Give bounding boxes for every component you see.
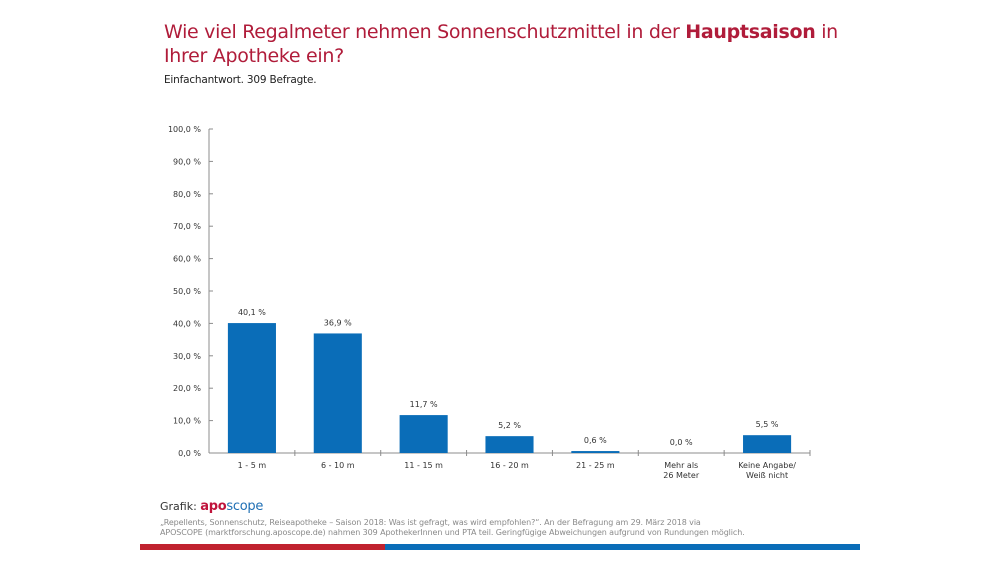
- x-tick-label: Keine Angabe/: [738, 461, 796, 470]
- y-tick-label: 90,0 %: [173, 157, 201, 166]
- x-tick-label: 16 - 20 m: [490, 461, 529, 470]
- data-label: 5,2 %: [498, 421, 521, 430]
- y-tick-label: 80,0 %: [173, 190, 201, 199]
- x-tick-label: 21 - 25 m: [576, 461, 615, 470]
- y-tick-label: 60,0 %: [173, 255, 201, 264]
- bar: [313, 333, 362, 453]
- y-tick-label: 30,0 %: [173, 352, 201, 361]
- aposcope-logo-part1: apo: [200, 499, 227, 514]
- data-label: 0,6 %: [584, 436, 607, 445]
- bar: [227, 323, 276, 453]
- x-tick-label: 6 - 10 m: [321, 461, 355, 470]
- footer-bar-blue: [385, 544, 860, 550]
- y-tick-label: 100,0 %: [168, 125, 201, 134]
- data-label: 40,1 %: [238, 308, 266, 317]
- title-emphasis: Hauptsaison: [685, 21, 816, 43]
- x-tick-label: 26 Meter: [663, 471, 700, 480]
- data-label: 11,7 %: [410, 400, 438, 409]
- source-note: „Repellents, Sonnenschutz, Reiseapotheke…: [160, 518, 860, 538]
- y-tick-label: 70,0 %: [173, 222, 201, 231]
- bar: [743, 435, 792, 453]
- chart-title: Wie viel Regalmeter nehmen Sonnenschutzm…: [164, 20, 844, 68]
- source-line-2: APOSCOPE (marktforschung.aposcope.de) na…: [160, 528, 745, 537]
- source-line-1: „Repellents, Sonnenschutz, Reiseapotheke…: [160, 518, 701, 527]
- y-tick-label: 20,0 %: [173, 384, 201, 393]
- x-tick-label: 11 - 15 m: [404, 461, 443, 470]
- credit-label: Grafik:: [160, 500, 197, 513]
- bar: [571, 451, 620, 453]
- bar-chart: 0,0 % 10,0 % 20,0 % 30,0 % 40,0 % 50,0 % 60,0 …: [168, 125, 811, 480]
- footer-bar-red: [140, 544, 385, 550]
- data-label: 5,5 %: [756, 420, 779, 429]
- data-label: 36,9 %: [324, 318, 352, 327]
- y-tick-label: 40,0 %: [173, 319, 201, 328]
- y-tick-label: 10,0 %: [173, 417, 201, 426]
- chart-subtitle: Einfachantwort. 309 Befragte.: [164, 74, 317, 86]
- x-tick-label: 1 - 5 m: [238, 461, 267, 470]
- x-tick-label: Mehr als: [664, 461, 698, 470]
- title-text-end: in Ihrer Apotheke ein?: [164, 21, 838, 67]
- x-tick-label: Weiß nicht: [746, 471, 788, 480]
- bar: [399, 415, 448, 453]
- aposcope-logo-part2: scope: [226, 499, 264, 514]
- bar: [485, 436, 534, 453]
- title-text: Wie viel Regalmeter nehmen Sonnenschutzm…: [164, 21, 686, 43]
- y-tick-label: 50,0 %: [173, 287, 201, 296]
- data-label: 0,0 %: [670, 438, 693, 447]
- y-tick-label: 0,0 %: [178, 449, 201, 458]
- graphic-credit: Grafik: aposcope: [160, 499, 263, 514]
